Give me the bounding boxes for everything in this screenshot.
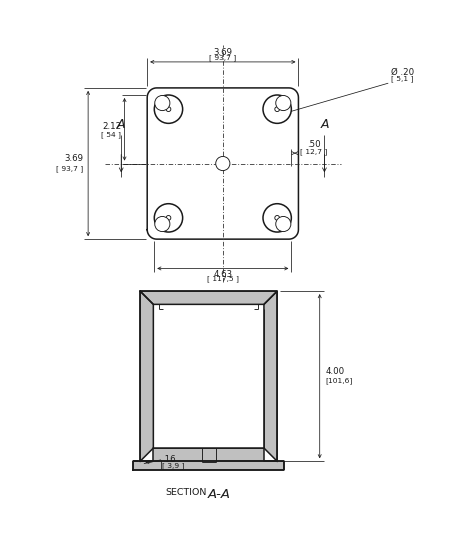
Circle shape — [276, 217, 291, 232]
Text: [ 117,5 ]: [ 117,5 ] — [207, 275, 239, 282]
Circle shape — [275, 107, 280, 111]
Circle shape — [263, 204, 292, 232]
Circle shape — [155, 95, 170, 111]
Text: .50: .50 — [307, 140, 320, 149]
Polygon shape — [140, 291, 154, 461]
Text: 4.00: 4.00 — [326, 367, 345, 376]
Circle shape — [155, 204, 182, 232]
Text: [ 5,1 ]: [ 5,1 ] — [391, 75, 413, 82]
Polygon shape — [264, 291, 277, 461]
Text: 3.69: 3.69 — [64, 154, 83, 163]
Text: [ 93,7 ]: [ 93,7 ] — [209, 54, 237, 61]
Circle shape — [216, 156, 230, 171]
Circle shape — [166, 107, 171, 111]
Polygon shape — [134, 448, 284, 470]
Text: A: A — [320, 118, 328, 132]
Text: Ø .20: Ø .20 — [391, 67, 414, 77]
Circle shape — [263, 95, 292, 124]
Circle shape — [276, 95, 291, 111]
Text: 2.12: 2.12 — [102, 123, 121, 132]
Circle shape — [155, 95, 182, 124]
Text: SECTION: SECTION — [165, 488, 206, 496]
Text: [ 3,9 ]: [ 3,9 ] — [162, 462, 185, 469]
Text: A-A: A-A — [207, 488, 230, 501]
Circle shape — [275, 216, 280, 220]
Circle shape — [155, 217, 170, 232]
Text: [ 12,7 ]: [ 12,7 ] — [300, 148, 328, 155]
Text: 4.63: 4.63 — [213, 270, 232, 279]
Text: A: A — [117, 118, 126, 132]
Polygon shape — [140, 291, 277, 304]
Text: 3.69: 3.69 — [213, 48, 232, 57]
Circle shape — [166, 216, 171, 220]
Text: [ 54 ]: [ 54 ] — [101, 132, 121, 139]
Text: [101,6]: [101,6] — [326, 378, 353, 384]
Text: .16: .16 — [162, 455, 176, 464]
Text: [ 93,7 ]: [ 93,7 ] — [56, 165, 83, 172]
